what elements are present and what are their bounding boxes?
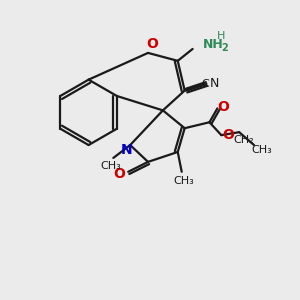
- Text: O: O: [113, 167, 125, 181]
- Text: CH₃: CH₃: [100, 161, 121, 171]
- Text: O: O: [222, 128, 234, 142]
- Text: C: C: [202, 79, 209, 89]
- Text: H: H: [217, 31, 226, 41]
- Text: NH: NH: [203, 38, 224, 52]
- Text: CH₃: CH₃: [173, 176, 194, 186]
- Text: 2: 2: [221, 43, 228, 53]
- Text: N: N: [120, 143, 132, 157]
- Text: N: N: [210, 76, 219, 89]
- Text: CH₃: CH₃: [252, 145, 272, 155]
- Text: O: O: [146, 37, 158, 51]
- Text: CH₂: CH₂: [234, 135, 254, 145]
- Text: O: O: [218, 100, 229, 114]
